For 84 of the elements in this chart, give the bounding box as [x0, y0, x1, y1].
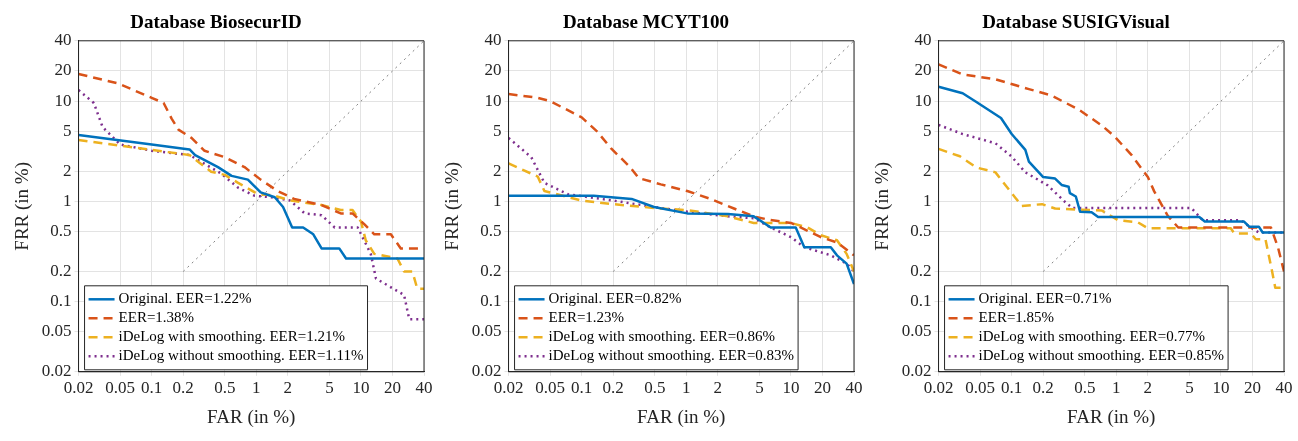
y-tick-label: 5: [63, 120, 72, 140]
x-tick-label: 40: [845, 378, 863, 398]
x-tick-label: 0.1: [571, 378, 593, 398]
x-tick-label: 20: [814, 378, 831, 398]
legend-label: iDeLog without smoothing. EER=0.83%: [548, 347, 795, 364]
x-tick-label: 2: [283, 378, 293, 398]
x-tick-label: 0.1: [1001, 378, 1023, 398]
x-tick-label: 40: [415, 378, 433, 398]
chart-title: Database SUSIGVisual: [982, 11, 1170, 33]
legend-label: iDeLog with smoothing. EER=0.77%: [978, 328, 1205, 345]
y-tick-label: 40: [914, 30, 932, 50]
x-tick-label: 10: [1212, 378, 1230, 398]
legend-label: Original. EER=1.22%: [118, 290, 252, 307]
y-tick-label: 0.1: [910, 291, 932, 311]
y-tick-label: 20: [484, 60, 502, 80]
y-tick-label: 0.02: [471, 361, 502, 381]
y-tick-label: 0.2: [910, 261, 932, 280]
x-tick-label: 5: [1185, 378, 1194, 398]
x-tick-label: 5: [755, 378, 764, 398]
y-tick-label: 10: [484, 90, 502, 110]
y-tick-label: 0.2: [480, 261, 502, 280]
y-tick-label: 5: [923, 120, 932, 140]
x-tick-label: 10: [782, 378, 800, 398]
y-tick-label: 40: [484, 30, 502, 50]
x-tick-label: 0.2: [172, 378, 194, 398]
legend-label: iDeLog without smoothing. EER=0.85%: [978, 347, 1225, 364]
y-tick-label: 0.1: [480, 291, 502, 311]
x-axis-title: FAR (in %): [1067, 405, 1156, 428]
y-tick-label: 0.05: [471, 321, 502, 341]
legend-label: EER=1.23%: [548, 309, 625, 326]
y-tick-label: 0.5: [480, 221, 502, 241]
y-tick-label: 5: [493, 120, 502, 140]
x-tick-label: 0.05: [105, 378, 136, 398]
x-axis-title: FAR (in %): [207, 405, 296, 428]
y-tick-label: 10: [54, 90, 72, 110]
y-tick-label: 0.02: [901, 361, 932, 381]
chart-title: Database BiosecurID: [130, 11, 302, 33]
y-tick-label: 10: [914, 90, 932, 110]
x-tick-label: 1: [682, 378, 691, 398]
y-tick-label: 2: [923, 160, 932, 180]
y-tick-label: 0.5: [50, 221, 72, 241]
x-tick-label: 0.05: [535, 378, 566, 398]
y-axis-title: FRR (in %): [441, 161, 464, 251]
x-tick-label: 0.5: [644, 378, 666, 398]
legend-label: iDeLog without smoothing. EER=1.11%: [118, 347, 364, 364]
legend-label: Original. EER=0.71%: [978, 290, 1112, 307]
legend-label: iDeLog with smoothing. EER=0.86%: [548, 328, 775, 345]
x-tick-label: 0.05: [965, 378, 996, 398]
x-tick-label: 1: [1112, 378, 1121, 398]
x-axis-title: FAR (in %): [637, 405, 726, 428]
y-tick-label: 20: [54, 60, 72, 80]
legend-label: EER=1.38%: [118, 309, 195, 326]
y-tick-label: 40: [54, 30, 72, 50]
x-tick-label: 0.5: [214, 378, 236, 398]
x-tick-label: 0.2: [602, 378, 624, 398]
x-tick-label: 40: [1275, 378, 1293, 398]
x-tick-label: 0.5: [1074, 378, 1096, 398]
y-tick-label: 0.05: [41, 321, 72, 341]
x-tick-label: 10: [352, 378, 370, 398]
x-tick-label: 0.2: [1032, 378, 1054, 398]
y-tick-label: 0.1: [50, 291, 72, 311]
x-tick-label: 20: [1244, 378, 1261, 398]
x-tick-label: 0.1: [141, 378, 163, 398]
y-tick-label: 2: [493, 160, 502, 180]
chart-title: Database MCYT100: [562, 11, 730, 33]
y-tick-label: 0.5: [910, 221, 932, 241]
x-tick-label: 2: [713, 378, 723, 398]
y-tick-label: 0.02: [41, 361, 72, 381]
x-tick-label: 20: [384, 378, 401, 398]
y-tick-label: 2: [63, 160, 72, 180]
y-tick-label: 1: [63, 190, 72, 210]
y-tick-label: 20: [914, 60, 932, 80]
x-tick-label: 1: [252, 378, 261, 398]
legend-label: Original. EER=0.82%: [548, 290, 682, 307]
y-tick-label: 0.05: [901, 321, 932, 341]
y-tick-label: 0.2: [50, 261, 72, 280]
legend-label: EER=1.85%: [978, 309, 1055, 326]
y-tick-label: 1: [923, 190, 932, 210]
legend-label: iDeLog with smoothing. EER=1.21%: [118, 328, 345, 345]
y-axis-title: FRR (in %): [871, 161, 894, 251]
y-axis-title: FRR (in %): [11, 161, 34, 251]
x-tick-label: 5: [325, 378, 334, 398]
x-tick-label: 2: [1143, 378, 1153, 398]
y-tick-label: 1: [493, 190, 502, 210]
